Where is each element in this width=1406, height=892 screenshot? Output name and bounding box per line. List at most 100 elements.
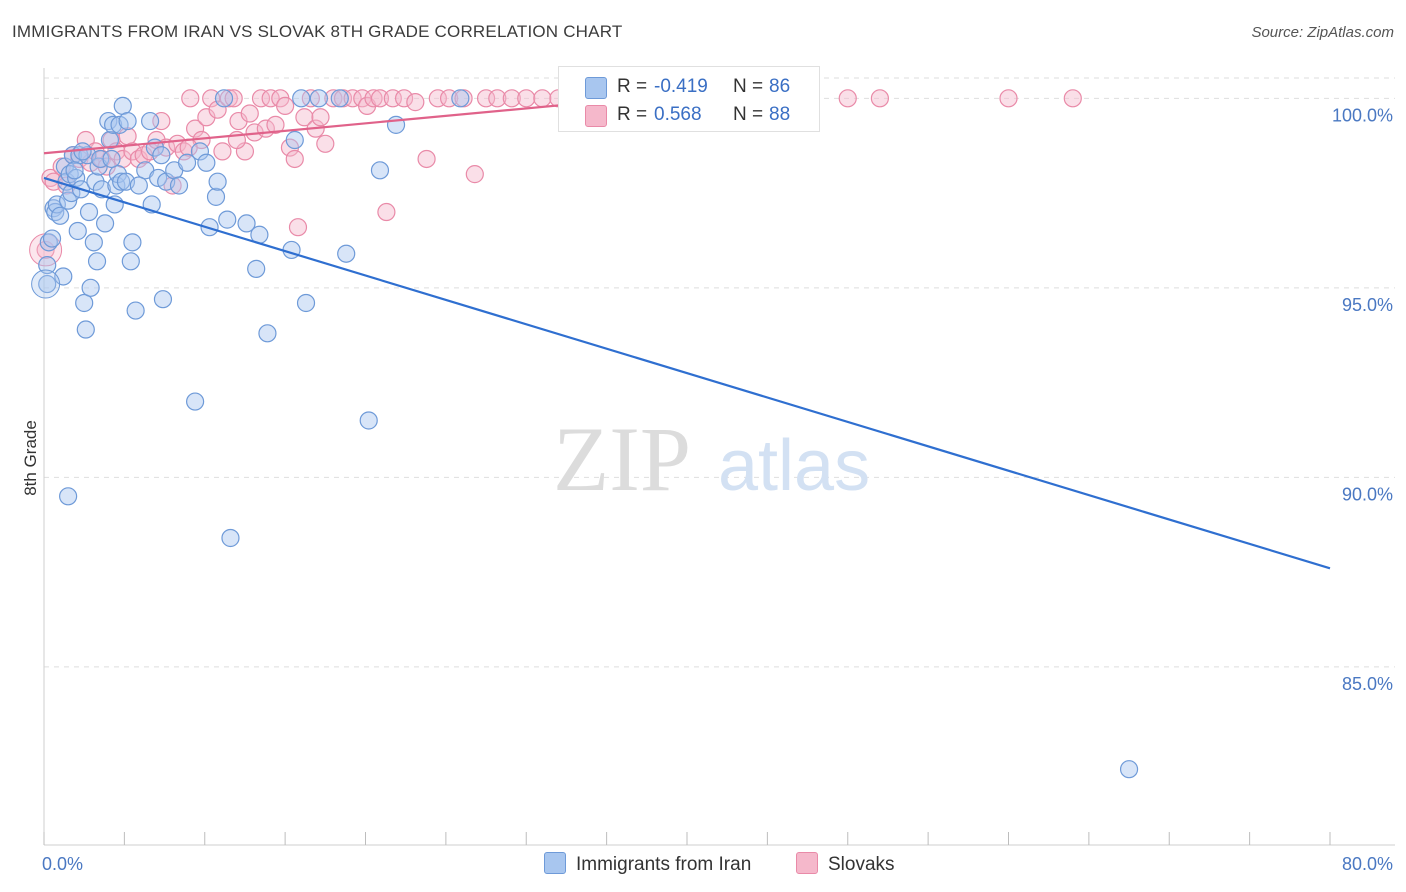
slovaks-points	[29, 89, 1082, 267]
iran-point	[370, 161, 390, 180]
slovaks-point	[295, 108, 314, 127]
iran-point	[102, 149, 121, 169]
slovaks-point	[533, 89, 552, 108]
slovaks-point	[488, 89, 507, 108]
watermark: ZIP atlas	[553, 408, 870, 510]
iran-swatch	[585, 77, 607, 99]
slovaks-point	[261, 89, 280, 108]
slovaks-point	[240, 104, 259, 123]
slovaks-point	[213, 142, 232, 161]
slovaks-n-label: N =	[733, 104, 764, 125]
iran-point	[79, 202, 99, 222]
iran-point	[359, 411, 378, 430]
legend-row-slovaks: R = 0.568 N = 88	[559, 100, 819, 130]
iran-point	[59, 487, 78, 506]
x-ticks	[43, 832, 1331, 845]
iran-point	[214, 89, 234, 108]
iran-point	[190, 142, 210, 161]
slovaks-point	[394, 89, 414, 108]
iran-r-label: R =	[617, 76, 648, 97]
slovaks-point	[316, 134, 335, 153]
slovaks-point	[311, 108, 330, 127]
iran-n-label: N =	[733, 76, 764, 97]
slovaks-point	[181, 89, 200, 108]
iran-point	[330, 89, 349, 108]
slovaks-point	[186, 119, 205, 138]
slovaks-r-label: R =	[617, 104, 648, 125]
iran-point	[218, 210, 237, 229]
y-tick-label: 95.0%	[1342, 295, 1393, 315]
iran-point	[451, 89, 470, 108]
iran-point	[118, 111, 137, 131]
iran-point	[208, 172, 227, 191]
slovaks-n-value: 88	[769, 104, 791, 125]
iran-point	[67, 168, 86, 188]
iran-point	[247, 259, 266, 278]
slovaks-trendline	[43, 95, 655, 155]
slovaks-point	[324, 89, 343, 108]
iran-point	[197, 153, 216, 172]
iran-point	[337, 244, 356, 263]
bottom-slovaks-label: Slovaks	[828, 854, 895, 875]
legend-row-iran: R = -0.419 N = 86	[559, 72, 819, 102]
iran-points	[31, 89, 1139, 779]
chart-source: Source: ZipAtlas.com	[1251, 24, 1394, 41]
x-tick-label: 0.0%	[42, 854, 83, 874]
iran-point	[309, 89, 328, 108]
iran-point	[129, 176, 148, 195]
iran-point	[68, 221, 87, 241]
iran-point	[42, 229, 62, 248]
y-axis-label: 8th Grade	[21, 420, 40, 496]
slovaks-point	[517, 89, 536, 108]
iran-point	[221, 528, 240, 548]
correlation-legend: R = -0.419 N = 86 R = 0.568 N = 88	[558, 66, 820, 132]
iran-point	[177, 153, 197, 172]
slovaks-point	[870, 89, 890, 108]
iran-point	[87, 252, 107, 271]
slovaks-point	[276, 96, 295, 116]
iran-point	[86, 172, 105, 191]
iran-n-value: 86	[769, 76, 791, 97]
iran-point	[169, 176, 189, 195]
iran-point	[186, 392, 205, 411]
slovaks-point	[406, 93, 425, 112]
y-tick-label: 90.0%	[1342, 484, 1393, 504]
slovaks-point	[202, 89, 221, 108]
iran-point	[1119, 760, 1139, 779]
iran-point	[206, 187, 226, 206]
bottom-legend-slovaks: Slovaks	[796, 852, 895, 876]
iran-point	[140, 111, 160, 131]
iran-point	[237, 214, 256, 233]
slovaks-point	[224, 89, 243, 108]
iran-point	[100, 130, 120, 150]
iran-trendline	[43, 176, 1331, 570]
slovaks-point	[377, 202, 396, 222]
slovaks-point	[999, 89, 1018, 108]
gridlines	[44, 77, 1395, 668]
iran-point	[152, 146, 171, 165]
slovaks-point	[266, 115, 285, 134]
trendlines	[43, 95, 1331, 570]
slovaks-r-value: 0.568	[654, 104, 702, 125]
iran-point	[258, 324, 277, 343]
iran-point	[153, 290, 173, 309]
iran-point	[84, 233, 103, 252]
iran-point	[76, 320, 95, 339]
bottom-iran-swatch	[544, 852, 566, 874]
axes	[43, 68, 1395, 846]
bottom-legend-iran: Immigrants from Iran	[544, 852, 751, 876]
iran-point	[112, 172, 131, 191]
watermark-zip: ZIP	[553, 408, 691, 510]
iran-point	[113, 96, 132, 116]
iran-point	[95, 214, 115, 233]
slovaks-point	[251, 89, 271, 108]
iran-r-value: -0.419	[654, 76, 708, 97]
iran-point	[50, 206, 70, 225]
slovaks-point	[219, 89, 238, 108]
iran-point	[292, 89, 311, 108]
slovaks-swatch	[585, 105, 607, 127]
slovaks-point	[370, 89, 390, 108]
y-tick-label: 85.0%	[1342, 674, 1393, 694]
bottom-iran-label: Immigrants from Iran	[576, 854, 752, 875]
